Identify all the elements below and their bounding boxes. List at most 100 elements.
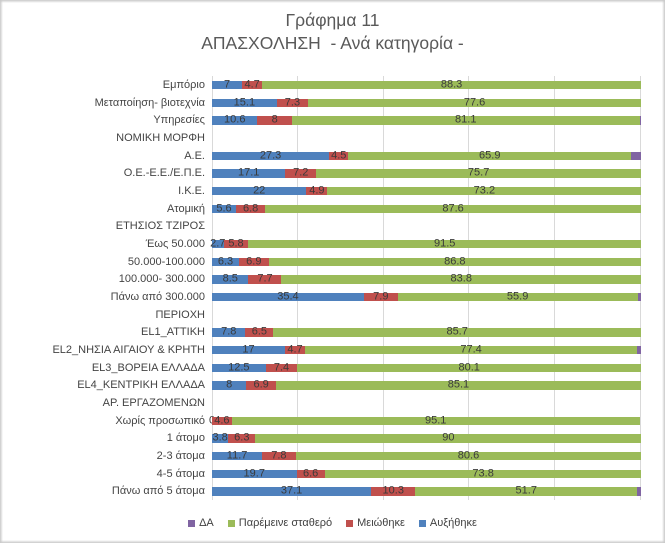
bar-segment: 7.8 <box>262 449 296 462</box>
category-label: Μεταποίηση- βιοτεχνία <box>94 96 205 109</box>
data-label: 35.4 <box>277 290 299 303</box>
data-label: 7.8 <box>221 325 237 338</box>
bar-segment: 81.1 <box>291 113 640 126</box>
category-label: Εμπόριο <box>162 79 205 92</box>
bar-segment: 7.9 <box>363 290 398 303</box>
data-label: 80.1 <box>458 361 480 374</box>
data-label: 73.2 <box>473 184 496 197</box>
bar-segment: 17 <box>212 343 285 356</box>
bar-segment: 6.3 <box>212 256 240 267</box>
data-label: 22 <box>253 184 266 197</box>
category-label: Ο.Ε.-Ε.Ε./Ε.Π.Ε. <box>123 167 205 180</box>
bar-segment: 27.3 <box>212 149 330 162</box>
data-label: 27.3 <box>259 149 282 162</box>
category-label: EL1_ΑΤΤΙΚΗ <box>141 326 205 339</box>
bar-segment: 6.9 <box>239 255 269 268</box>
data-label: 4.6 <box>214 414 230 427</box>
gridline-20 <box>296 76 298 501</box>
category-label: Χωρίς προσωπικό <box>115 414 205 427</box>
category-label: Πάνω από 5 άτομα <box>111 485 205 498</box>
data-label: 8.5 <box>222 272 238 285</box>
data-label: 11.7 <box>226 449 248 462</box>
data-label: 5.6 <box>216 202 232 215</box>
data-label: 55.9 <box>506 290 529 303</box>
image-edge-top <box>0 0 665 3</box>
bar-row: 35.4 7.9 55.9 <box>212 290 641 303</box>
bar-segment: 7.8 <box>212 325 246 338</box>
data-label: 17 <box>242 343 255 356</box>
chart-title-line1: Γράφημα 11 <box>285 10 380 30</box>
data-label: 8 <box>226 378 233 391</box>
category-label: 4-5 άτομα <box>156 467 205 480</box>
chart-title: Γράφημα 11 ΑΠΑΣΧΟΛΗΣΗ - Ανά κατηγορία - <box>0 9 665 55</box>
gridline-40 <box>382 76 384 501</box>
bar-segment: 35.4 <box>212 290 364 303</box>
category-label: 50.000-100.000 <box>127 255 205 268</box>
category-label: Ατομική <box>166 202 205 215</box>
gridline-80 <box>554 76 556 501</box>
bar-row: 12.5 7.4 80.1 <box>212 361 641 374</box>
category-label: Α.Ε. <box>184 149 205 162</box>
bar-row: 3.8 6.3 90 <box>212 431 642 444</box>
bar-segment: 77.6 <box>308 97 641 108</box>
data-label: 7.9 <box>373 290 389 303</box>
bar-segment: 6.5 <box>245 325 274 338</box>
bar-segment <box>637 292 641 302</box>
data-label: 6.9 <box>246 255 262 268</box>
legend: ΔΑ Παρέμεινε σταθερό Μειώθηκε Αυξήθηκε <box>0 517 665 530</box>
data-label: 7 <box>223 78 231 91</box>
bar-segment: 4.7 <box>242 79 263 90</box>
data-label: 4.7 <box>287 343 303 356</box>
bar-segment: 37.1 <box>212 485 372 496</box>
bar-segment: 12.5 <box>212 361 266 374</box>
data-label: 6.6 <box>303 467 319 480</box>
category-label: ΑΡ. ΕΡΓΑΖΟΜΕΝΩΝ <box>102 397 205 410</box>
data-label: 95.1 <box>424 414 447 427</box>
bar-segment: 4.5 <box>329 150 349 161</box>
bar-row: 2.7 5.8 91.5 <box>210 237 641 250</box>
category-label: Έως 50.000 <box>145 238 205 251</box>
category-label: 1 άτομο <box>166 432 205 445</box>
bar-segment: 7.7 <box>248 272 282 285</box>
bar-segment <box>639 116 641 125</box>
data-label: 6.9 <box>253 378 269 391</box>
bar-segment: 77.4 <box>305 343 638 356</box>
data-label: 4.9 <box>309 184 325 197</box>
bar-segment: 6.3 <box>228 432 256 443</box>
data-label: 81.1 <box>455 113 477 126</box>
data-label: 90 <box>442 431 455 444</box>
bar-segment: 5.6 <box>212 202 237 215</box>
bar-segment <box>637 487 641 496</box>
data-label: 12.5 <box>228 361 250 374</box>
bar-row: 27.3 4.5 65.9 <box>212 149 641 162</box>
category-label: ΠΕΡΙΟΧΗ <box>155 308 205 321</box>
bar-segment: 73.2 <box>327 184 642 197</box>
data-label: 7.8 <box>271 449 287 462</box>
bar-row: 04.695.1 <box>209 414 641 427</box>
legend-item: Αυξήθηκε <box>418 517 477 530</box>
category-label: ΝΟΜΙΚΗ ΜΟΡΦΗ <box>116 132 205 145</box>
data-label: 7.7 <box>257 272 273 285</box>
bar-segment: 2.7 <box>210 238 225 249</box>
bar-segment: 15.1 <box>212 97 277 108</box>
bar-segment: 10.3 <box>371 485 416 496</box>
category-label: ΕΤΗΣΙΟΣ ΤΖΙΡΟΣ <box>115 220 205 233</box>
data-label: 5.8 <box>228 237 244 250</box>
data-label: 83.8 <box>450 272 472 285</box>
data-label: 77.4 <box>460 343 482 356</box>
bar-segment: 75.7 <box>316 167 641 178</box>
chart-title-line2: ΑΠΑΣΧΟΛΗΣΗ - Ανά κατηγορία - <box>201 33 464 54</box>
data-label: 91.5 <box>434 237 456 250</box>
bar-segment: 5.8 <box>223 237 249 250</box>
legend-swatch-icon <box>418 520 426 527</box>
bar-row: 8.5 7.7 83.8 <box>212 272 641 285</box>
bar-row: 17.1 7.2 75.7 <box>212 167 641 178</box>
data-label: 6.5 <box>251 325 268 338</box>
bar-segment: 8 <box>212 378 247 391</box>
bar-segment: 3.8 <box>212 432 229 443</box>
bar-segment: 4.6 <box>212 414 232 427</box>
data-label: 7.4 <box>273 361 290 374</box>
bar-segment: 10.6 <box>212 114 258 125</box>
legend-item: ΔΑ <box>188 517 214 530</box>
legend-item: Παρέμεινε σταθερό <box>227 517 332 530</box>
